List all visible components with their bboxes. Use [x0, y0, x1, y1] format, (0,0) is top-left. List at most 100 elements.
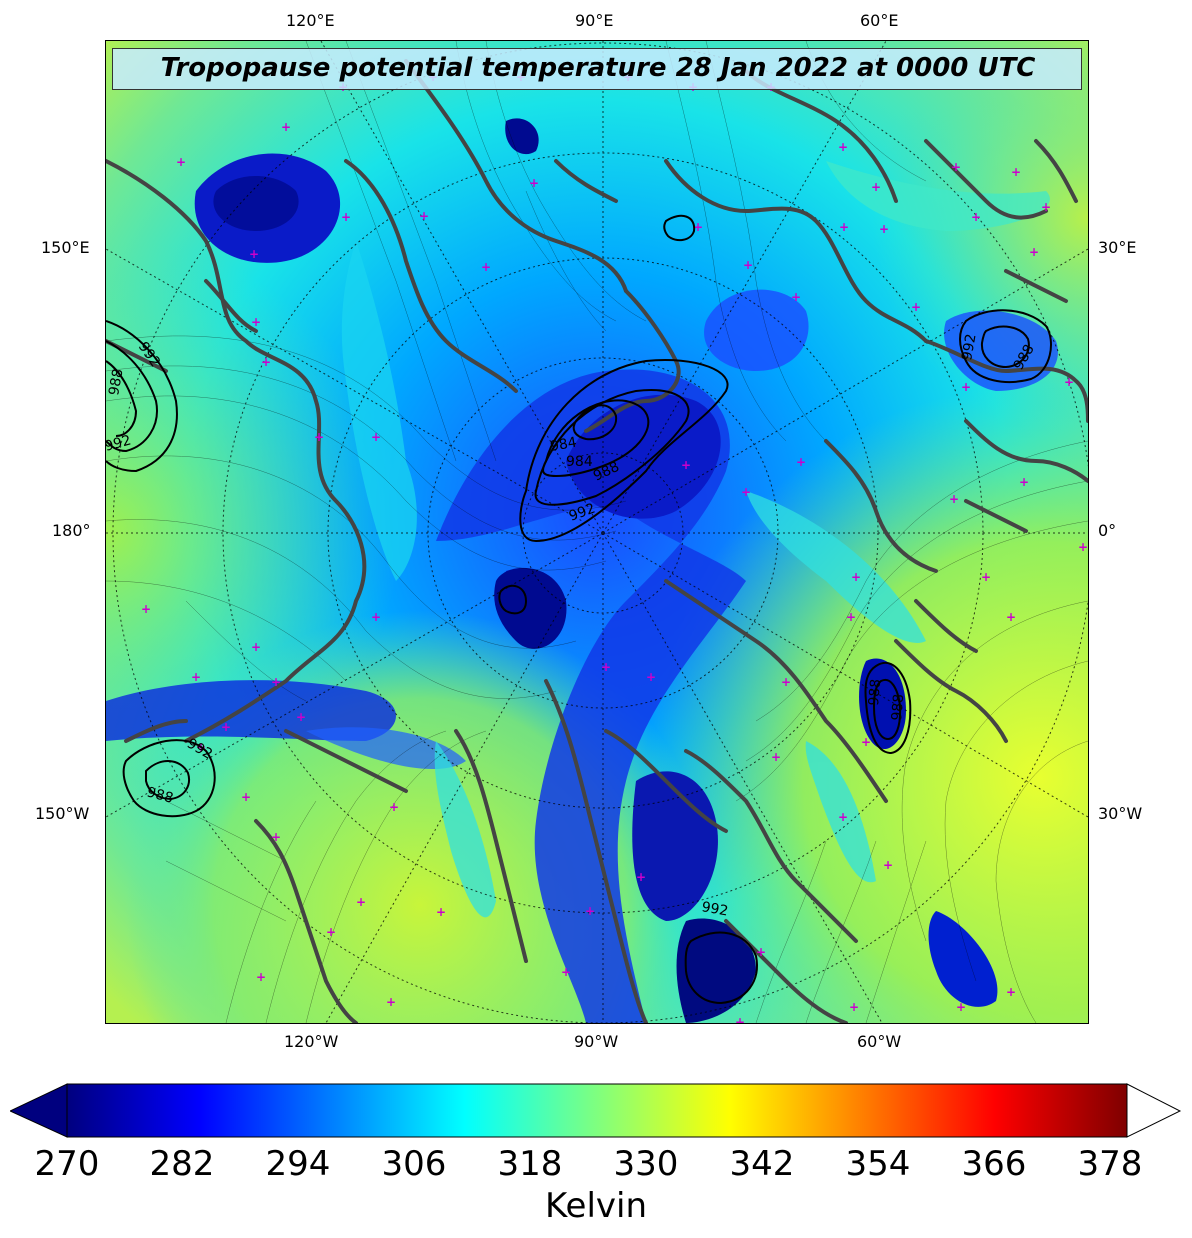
- svg-text:+: +: [1019, 475, 1029, 489]
- lon-label-bottom: 120°W: [284, 1032, 339, 1051]
- svg-text:+: +: [601, 660, 611, 674]
- svg-text:+: +: [1029, 245, 1039, 259]
- lon-label-top: 120°E: [286, 11, 335, 30]
- colorbar-tick: 306: [381, 1144, 447, 1184]
- map-canvas[interactable]: +++ +++ +++ + ++ +++ + + + ++ + + + + ++ + ++ + …: [106, 41, 1088, 1023]
- map-frame[interactable]: + + + + + + + + + + + + + + + + + + + + + + + + + + + + + + …: [105, 40, 1089, 1024]
- colorbar-high-extend: [1126, 1083, 1182, 1138]
- svg-text:+: +: [256, 970, 266, 984]
- contour-label: 992: [959, 333, 979, 362]
- svg-text:+: +: [281, 120, 291, 134]
- svg-text:+: +: [271, 675, 281, 689]
- contour-label: 988: [866, 678, 884, 706]
- svg-text:+: +: [341, 210, 351, 224]
- svg-text:+: +: [1006, 610, 1016, 624]
- svg-text:+: +: [879, 222, 889, 236]
- svg-text:+: +: [296, 710, 306, 724]
- svg-text:+: +: [529, 176, 539, 190]
- svg-text:+: +: [961, 380, 971, 394]
- lon-label-right: 0°: [1098, 521, 1117, 540]
- svg-text:+: +: [191, 670, 201, 684]
- svg-text:+: +: [646, 670, 656, 684]
- svg-text:+: +: [141, 602, 151, 616]
- lon-label-left: 150°W: [35, 804, 90, 823]
- svg-text:+: +: [326, 925, 336, 939]
- svg-text:+: +: [371, 610, 381, 624]
- svg-text:+: +: [871, 180, 881, 194]
- svg-text:+: +: [386, 995, 396, 1009]
- svg-text:+: +: [249, 247, 259, 261]
- svg-text:+: +: [838, 140, 848, 154]
- svg-text:+: +: [838, 810, 848, 824]
- svg-text:+: +: [481, 260, 491, 274]
- contour-label: 984: [549, 435, 578, 455]
- svg-text:+: +: [436, 905, 446, 919]
- svg-text:+: +: [561, 965, 571, 979]
- svg-text:+: +: [1078, 540, 1088, 554]
- svg-text:+: +: [743, 258, 753, 272]
- contour-label: 984: [566, 454, 593, 470]
- svg-text:+: +: [883, 858, 893, 872]
- lon-label-bottom: 60°W: [857, 1032, 902, 1051]
- lon-label-right: 30°E: [1098, 238, 1137, 257]
- contour-label: 988: [106, 368, 126, 397]
- colorbar-tick: 366: [961, 1144, 1027, 1184]
- svg-text:+: +: [1006, 985, 1016, 999]
- svg-text:+: +: [741, 485, 751, 499]
- pressure-contours: [106, 214, 1052, 1005]
- colorbar-tick: 378: [1077, 1144, 1143, 1184]
- colorbar-low-extend: [10, 1083, 68, 1138]
- svg-text:+: +: [241, 790, 251, 804]
- svg-text:+: +: [949, 492, 959, 506]
- svg-text:+: +: [389, 800, 399, 814]
- colorbar-tick: 282: [149, 1144, 215, 1184]
- lon-label-bottom: 90°W: [574, 1032, 619, 1051]
- colorbar-tick: 330: [613, 1144, 679, 1184]
- svg-text:+: +: [956, 1000, 966, 1014]
- svg-text:+: +: [861, 735, 871, 749]
- svg-text:+: +: [839, 220, 849, 234]
- colorbar-gradient: [66, 1083, 1128, 1138]
- colorbar-tick: 342: [729, 1144, 795, 1184]
- contour-labels: 992 988 984 988 992 988 992 988 992 992 …: [106, 333, 1038, 920]
- colorbar-tick: 354: [845, 1144, 911, 1184]
- colorbar-tick: 318: [497, 1144, 563, 1184]
- svg-text:+: +: [251, 640, 261, 654]
- coastlines: [106, 59, 1088, 1023]
- lon-label-left: 150°E: [41, 238, 90, 257]
- title-box: Tropopause potential temperature 28 Jan …: [112, 48, 1082, 90]
- svg-text:+: +: [636, 870, 646, 884]
- svg-text:+: +: [1041, 200, 1051, 214]
- svg-text:+: +: [791, 290, 801, 304]
- svg-text:+: +: [585, 904, 595, 918]
- svg-text:+: +: [221, 720, 231, 734]
- colorbar-tick: 294: [265, 1144, 331, 1184]
- svg-text:+: +: [271, 830, 281, 844]
- svg-text:+: +: [981, 570, 991, 584]
- svg-text:+: +: [846, 610, 856, 624]
- map-title: Tropopause potential temperature 28 Jan …: [160, 53, 1036, 83]
- station-markers: +++ +++ +++ + ++ +++ + + + ++ + + + + ++ + ++ + …: [141, 70, 1088, 1023]
- svg-text:+: +: [756, 945, 766, 959]
- svg-text:+: +: [176, 155, 186, 169]
- contour-label: 992: [106, 432, 133, 454]
- svg-text:+: +: [1064, 375, 1074, 389]
- svg-text:+: +: [314, 430, 324, 444]
- svg-text:+: +: [851, 570, 861, 584]
- lon-label-left: 180°: [52, 521, 91, 540]
- colorbar-tick: 270: [34, 1144, 100, 1184]
- graticule: [106, 41, 1088, 1023]
- colorbar: [10, 1083, 1182, 1138]
- colorbar-unit-label: Kelvin: [544, 1186, 648, 1226]
- lon-label-top: 60°E: [860, 11, 899, 30]
- svg-text:+: +: [735, 1015, 745, 1023]
- svg-text:+: +: [681, 458, 691, 472]
- lon-label-top: 90°E: [575, 11, 614, 30]
- warm-bands: [341, 161, 1050, 918]
- svg-text:+: +: [951, 160, 961, 174]
- contour-label: 992: [700, 899, 729, 919]
- svg-text:+: +: [693, 220, 703, 234]
- svg-text:+: +: [781, 675, 791, 689]
- svg-text:+: +: [921, 1020, 931, 1023]
- contour-label: 988: [889, 693, 907, 721]
